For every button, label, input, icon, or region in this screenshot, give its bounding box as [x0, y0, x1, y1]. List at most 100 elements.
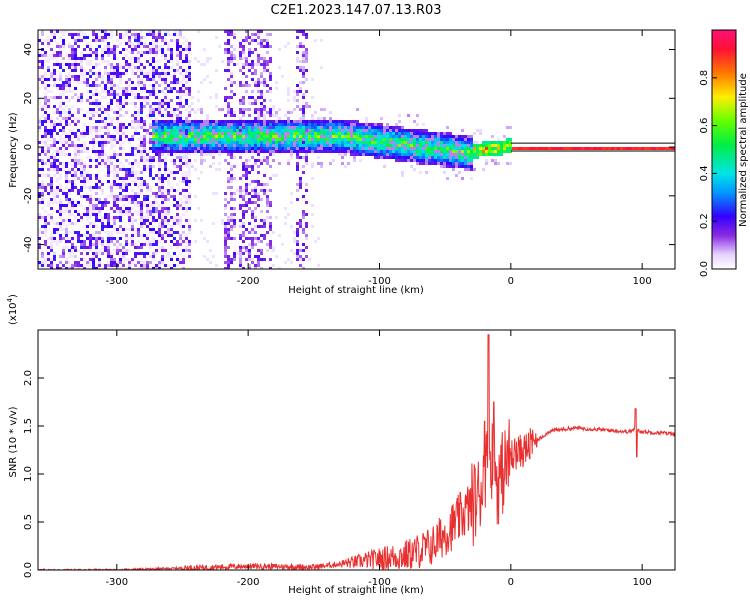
- spectrogram-cell: [167, 252, 170, 255]
- spectrogram-cell: [407, 138, 410, 141]
- spectrogram-cell: [161, 48, 164, 51]
- spectrogram-cell: [107, 45, 110, 48]
- spectrogram-cell: [41, 264, 44, 267]
- spectrogram-cell: [95, 93, 98, 96]
- spectrogram-cell: [149, 102, 152, 105]
- spectrogram-cell: [158, 180, 161, 183]
- spectrogram-cell: [74, 150, 77, 153]
- spectrogram-cell: [161, 159, 164, 162]
- spectrogram-cell: [419, 144, 422, 147]
- spectrogram-cell: [230, 126, 233, 129]
- spectrogram-cell: [425, 156, 428, 159]
- spectrogram-cell: [38, 99, 41, 102]
- spectrogram-cell: [155, 66, 158, 69]
- spectrogram-cell: [131, 147, 134, 150]
- spectrogram-cell: [257, 30, 260, 33]
- spectrogram-cell: [140, 189, 143, 192]
- spectrogram-cell: [224, 237, 227, 240]
- spectrogram-cell: [215, 123, 218, 126]
- spectrogram-cell: [104, 36, 107, 39]
- spectrogram-cell: [59, 87, 62, 90]
- spectrogram-cell: [161, 180, 164, 183]
- spectrogram-cell: [302, 93, 305, 96]
- spectrogram-cell: [239, 117, 242, 120]
- spectrogram-cell: [128, 138, 131, 141]
- spectrogram-cell: [152, 165, 155, 168]
- spectrogram-cell: [302, 213, 305, 216]
- spectrogram-cell: [185, 162, 188, 165]
- spectrogram-cell: [224, 207, 227, 210]
- spectrogram-cell: [254, 231, 257, 234]
- spectrogram-cell: [95, 132, 98, 135]
- spectrogram-cell: [335, 144, 338, 147]
- spectrogram-cell: [134, 60, 137, 63]
- spectrogram-cell: [62, 84, 65, 87]
- spectrogram-cell: [143, 141, 146, 144]
- spectrogram-cell: [152, 141, 155, 144]
- spectrogram-cell: [149, 228, 152, 231]
- spectrogram-cell: [197, 207, 200, 210]
- spectrogram-cell: [527, 147, 530, 150]
- spectrogram-cell: [440, 138, 443, 141]
- spectrogram-cell: [53, 141, 56, 144]
- spectrogram-cell: [89, 84, 92, 87]
- spectrogram-cell: [77, 162, 80, 165]
- spectrogram-cell: [224, 234, 227, 237]
- spectrogram-cell: [155, 117, 158, 120]
- spectrogram-cell: [119, 243, 122, 246]
- spectrogram-cell: [68, 72, 71, 75]
- spectrogram-cell: [167, 30, 170, 33]
- spectrogram-cell: [158, 213, 161, 216]
- spectrogram-cell: [209, 141, 212, 144]
- spectrogram-cell: [131, 207, 134, 210]
- spectrogram-cell: [482, 168, 485, 171]
- spectrogram-cell: [437, 144, 440, 147]
- spectrogram-cell: [296, 135, 299, 138]
- spectrogram-cell: [353, 141, 356, 144]
- spectrogram-cell: [380, 144, 383, 147]
- spectrogram-cell: [179, 57, 182, 60]
- spectrogram-cell: [341, 153, 344, 156]
- spectrogram-cell: [212, 162, 215, 165]
- spectrogram-cell: [275, 123, 278, 126]
- spectrogram-cell: [74, 48, 77, 51]
- spectrogram-cell: [77, 264, 80, 267]
- spectrogram-cell: [113, 258, 116, 261]
- spectrogram-cell: [311, 213, 314, 216]
- spectrogram-cell: [257, 180, 260, 183]
- spectrogram-cell: [167, 69, 170, 72]
- spectrogram-cell: [137, 108, 140, 111]
- spectrogram-cell: [365, 138, 368, 141]
- spectrogram-cell: [230, 33, 233, 36]
- spectrogram-cell: [143, 123, 146, 126]
- spectrogram-cell: [140, 213, 143, 216]
- spectrogram-cell: [260, 102, 263, 105]
- spectrogram-cell: [77, 168, 80, 171]
- spectrogram-cell: [65, 234, 68, 237]
- spectrogram-cell: [161, 78, 164, 81]
- spectrogram-cell: [254, 138, 257, 141]
- spectrogram-cell: [65, 162, 68, 165]
- spectrogram-cell: [158, 75, 161, 78]
- spectrogram-cell: [149, 210, 152, 213]
- spectrogram-cell: [110, 207, 113, 210]
- spectrogram-cell: [50, 117, 53, 120]
- spectrogram-cell: [317, 117, 320, 120]
- spectrogram-cell: [218, 132, 221, 135]
- spectrogram-cell: [170, 126, 173, 129]
- spectrogram-cell: [242, 39, 245, 42]
- spectrogram-cell: [176, 183, 179, 186]
- spectrogram-cell: [122, 204, 125, 207]
- spectrogram-cell: [302, 111, 305, 114]
- spectrogram-cell: [188, 225, 191, 228]
- spectrogram-cell: [296, 249, 299, 252]
- spectrogram-cell: [158, 129, 161, 132]
- spectrogram-cell: [251, 213, 254, 216]
- spectrogram-cell: [362, 147, 365, 150]
- spectrogram-cell: [392, 132, 395, 135]
- spectrogram-cell: [296, 99, 299, 102]
- spectrogram-cell: [416, 159, 419, 162]
- spectrogram-cell: [131, 225, 134, 228]
- spectrogram-cell: [149, 108, 152, 111]
